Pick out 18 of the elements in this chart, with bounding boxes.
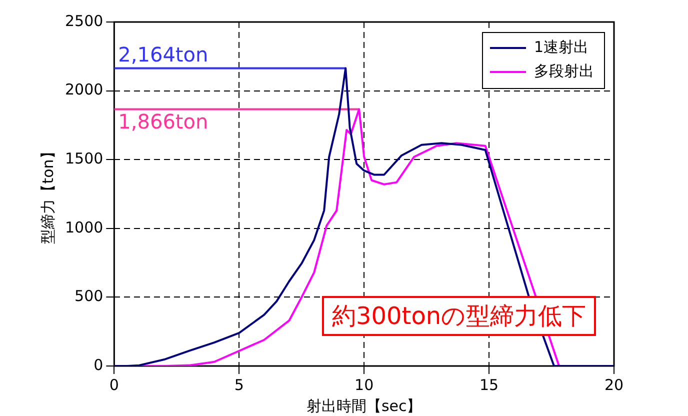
legend-label: 多段射出	[534, 62, 594, 80]
x-tick-label: 20	[604, 376, 624, 394]
y-tick-label: 2000	[64, 80, 104, 99]
x-tick-label: 10	[354, 376, 374, 394]
annotation: 2,164ton	[118, 42, 208, 66]
y-tick-label: 500	[74, 287, 104, 306]
x-tick-label: 5	[234, 376, 244, 394]
y-axis-title: 型締力【ton】	[38, 144, 57, 244]
legend-label: 1速射出	[534, 38, 589, 56]
y-tick-label: 0	[94, 356, 104, 374]
y-tick-label: 1500	[64, 149, 104, 168]
annotation: 1,866ton	[118, 109, 208, 134]
x-tick-label: 15	[479, 376, 499, 394]
y-tick-label: 1000	[64, 218, 104, 236]
x-tick-label: 0	[109, 376, 119, 394]
y-tick-label: 2500	[64, 12, 104, 30]
annotation: 約300tonの型締力低下	[322, 296, 596, 336]
x-axis-title: 射出時間【sec】	[306, 396, 422, 415]
